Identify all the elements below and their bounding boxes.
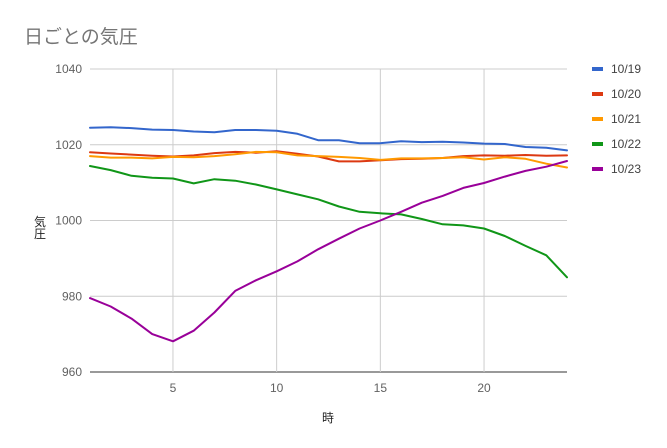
legend-label: 10/20 bbox=[611, 87, 641, 101]
series-line-10-19 bbox=[89, 126, 568, 152]
legend-swatch bbox=[592, 117, 603, 121]
axes: 960 980 1000 1020 1040 5 10 15 20 bbox=[55, 62, 491, 395]
y-axis-title: 気圧 bbox=[34, 214, 46, 241]
y-tick-label: 960 bbox=[62, 365, 82, 379]
legend-swatch bbox=[592, 67, 603, 71]
x-tick-label: 5 bbox=[170, 381, 177, 395]
y-tick-label: 1000 bbox=[55, 214, 82, 228]
legend-swatch bbox=[592, 167, 603, 171]
series-line-10-22 bbox=[89, 165, 568, 279]
legend-swatch bbox=[592, 92, 603, 96]
legend-label: 10/19 bbox=[611, 62, 641, 76]
grid bbox=[90, 68, 567, 373]
y-tick-label: 980 bbox=[62, 289, 82, 303]
x-tick-label: 10 bbox=[270, 381, 284, 395]
x-tick-label: 15 bbox=[374, 381, 388, 395]
legend: 10/19 10/20 10/21 10/22 10/23 bbox=[592, 62, 641, 176]
series-lines bbox=[89, 126, 568, 343]
legend-swatch bbox=[592, 142, 603, 146]
y-tick-label: 1040 bbox=[55, 62, 82, 76]
legend-label: 10/21 bbox=[611, 112, 641, 126]
legend-label: 10/22 bbox=[611, 137, 641, 151]
x-tick-label: 20 bbox=[477, 381, 491, 395]
legend-label: 10/23 bbox=[611, 162, 641, 176]
x-axis-title: 時 bbox=[322, 411, 334, 425]
y-tick-label: 1020 bbox=[55, 138, 82, 152]
series-line-10-23 bbox=[89, 160, 568, 343]
series-line-10-21 bbox=[89, 150, 568, 169]
chart-title: 日ごとの気圧 bbox=[24, 26, 138, 48]
